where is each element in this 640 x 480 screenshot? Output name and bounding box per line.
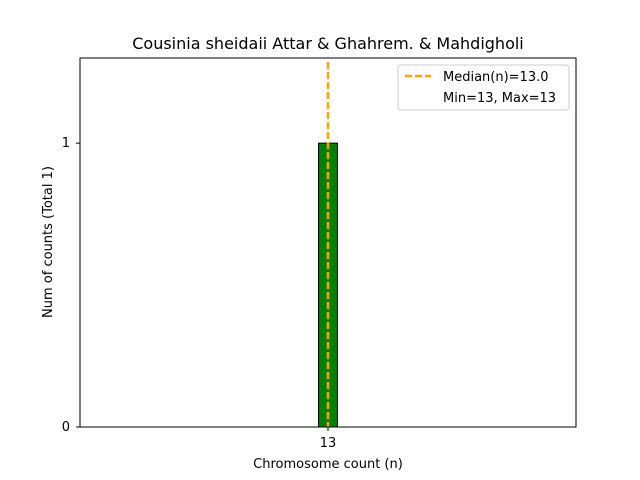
legend-entry-minmax: Min=13, Max=13 <box>443 91 556 106</box>
chart-title: Cousinia sheidaii Attar & Ghahrem. & Mah… <box>132 34 524 53</box>
legend: Median(n)=13.0 Min=13, Max=13 <box>397 64 570 111</box>
plot-area: 0 1 13 <box>62 62 396 451</box>
x-axis-label: Chromosome count (n) <box>253 457 403 472</box>
legend-entry-median: Median(n)=13.0 <box>443 70 549 85</box>
plot-frame <box>79 57 577 428</box>
y-tick-label-1: 1 <box>62 136 70 151</box>
y-tick-label-0: 0 <box>62 420 70 435</box>
legend-frame <box>397 64 570 111</box>
x-tick-label-13: 13 <box>320 436 337 451</box>
y-axis-label: Num of counts (Total 1) <box>41 166 56 318</box>
